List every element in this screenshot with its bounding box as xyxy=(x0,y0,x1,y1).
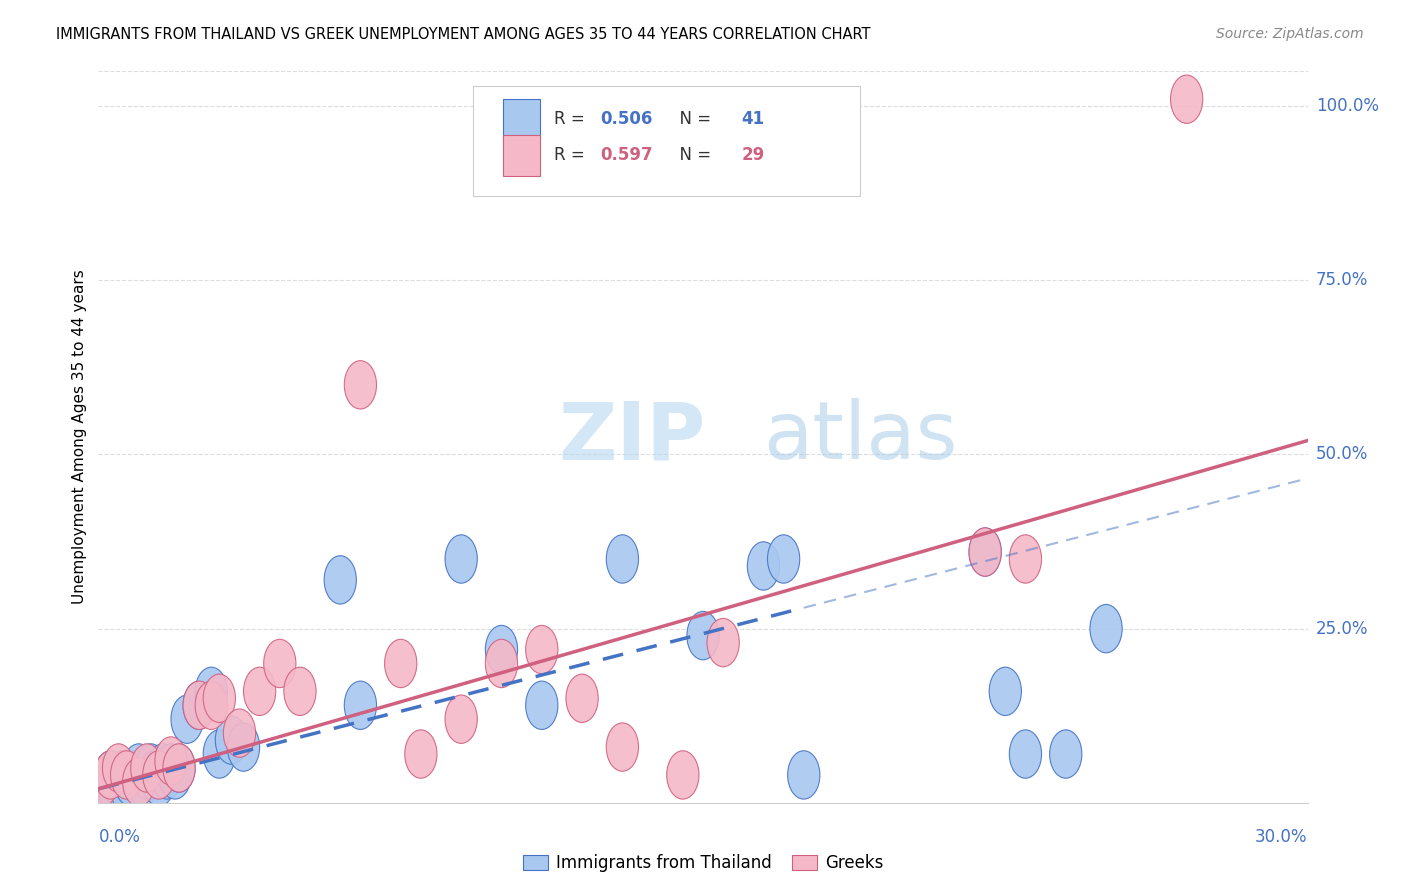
Ellipse shape xyxy=(284,667,316,715)
Ellipse shape xyxy=(1090,605,1122,653)
Text: R =: R = xyxy=(554,110,591,128)
Ellipse shape xyxy=(969,528,1001,576)
Ellipse shape xyxy=(446,535,477,583)
Ellipse shape xyxy=(172,695,204,743)
Ellipse shape xyxy=(122,757,155,806)
Ellipse shape xyxy=(143,751,174,799)
Ellipse shape xyxy=(94,751,127,799)
Text: 30.0%: 30.0% xyxy=(1256,828,1308,846)
Ellipse shape xyxy=(98,764,131,813)
Text: 29: 29 xyxy=(742,146,765,164)
Legend: Immigrants from Thailand, Greeks: Immigrants from Thailand, Greeks xyxy=(516,847,890,879)
Ellipse shape xyxy=(385,640,416,688)
Text: 100.0%: 100.0% xyxy=(1316,97,1379,115)
Text: 0.506: 0.506 xyxy=(600,110,652,128)
Ellipse shape xyxy=(86,757,118,806)
Ellipse shape xyxy=(707,618,740,666)
Ellipse shape xyxy=(1010,535,1042,583)
Ellipse shape xyxy=(131,744,163,792)
FancyBboxPatch shape xyxy=(474,86,860,195)
Text: N =: N = xyxy=(669,110,717,128)
Ellipse shape xyxy=(204,730,235,778)
Ellipse shape xyxy=(228,723,260,772)
Text: 50.0%: 50.0% xyxy=(1316,445,1368,464)
Ellipse shape xyxy=(787,751,820,799)
Ellipse shape xyxy=(344,360,377,409)
Ellipse shape xyxy=(768,535,800,583)
Y-axis label: Unemployment Among Ages 35 to 44 years: Unemployment Among Ages 35 to 44 years xyxy=(72,269,87,605)
Ellipse shape xyxy=(90,757,122,806)
Ellipse shape xyxy=(526,681,558,730)
Ellipse shape xyxy=(195,667,228,715)
Ellipse shape xyxy=(224,709,256,757)
Ellipse shape xyxy=(526,625,558,673)
Ellipse shape xyxy=(155,737,187,785)
Ellipse shape xyxy=(135,744,167,792)
Ellipse shape xyxy=(183,681,215,730)
Ellipse shape xyxy=(127,757,159,806)
Ellipse shape xyxy=(163,744,195,792)
Ellipse shape xyxy=(143,757,174,806)
Ellipse shape xyxy=(567,674,598,723)
Text: 75.0%: 75.0% xyxy=(1316,271,1368,289)
Ellipse shape xyxy=(155,744,187,792)
Text: atlas: atlas xyxy=(763,398,957,476)
Ellipse shape xyxy=(131,751,163,799)
Ellipse shape xyxy=(485,625,517,673)
Ellipse shape xyxy=(215,716,247,764)
Ellipse shape xyxy=(243,667,276,715)
Ellipse shape xyxy=(1050,730,1081,778)
Ellipse shape xyxy=(183,681,215,730)
Ellipse shape xyxy=(405,730,437,778)
Ellipse shape xyxy=(264,640,295,688)
Ellipse shape xyxy=(1171,75,1202,123)
Ellipse shape xyxy=(325,556,356,604)
Ellipse shape xyxy=(159,751,191,799)
Text: 0.0%: 0.0% xyxy=(98,828,141,846)
Text: 25.0%: 25.0% xyxy=(1316,620,1368,638)
Ellipse shape xyxy=(990,667,1021,715)
FancyBboxPatch shape xyxy=(503,99,540,139)
Ellipse shape xyxy=(344,681,377,730)
Ellipse shape xyxy=(195,681,228,730)
Ellipse shape xyxy=(103,744,135,792)
Ellipse shape xyxy=(86,764,118,813)
Text: ZIP: ZIP xyxy=(558,398,706,476)
Ellipse shape xyxy=(666,751,699,799)
Ellipse shape xyxy=(118,751,150,799)
Ellipse shape xyxy=(111,751,143,799)
Text: R =: R = xyxy=(554,146,591,164)
Ellipse shape xyxy=(103,757,135,806)
Ellipse shape xyxy=(446,695,477,743)
Text: IMMIGRANTS FROM THAILAND VS GREEK UNEMPLOYMENT AMONG AGES 35 TO 44 YEARS CORRELA: IMMIGRANTS FROM THAILAND VS GREEK UNEMPL… xyxy=(56,27,870,42)
Text: Source: ZipAtlas.com: Source: ZipAtlas.com xyxy=(1216,27,1364,41)
Ellipse shape xyxy=(606,535,638,583)
Ellipse shape xyxy=(94,751,127,799)
Ellipse shape xyxy=(107,751,139,799)
Ellipse shape xyxy=(748,541,779,591)
Ellipse shape xyxy=(111,764,143,813)
Text: N =: N = xyxy=(669,146,717,164)
Ellipse shape xyxy=(139,751,172,799)
Ellipse shape xyxy=(485,640,517,688)
Ellipse shape xyxy=(606,723,638,772)
Ellipse shape xyxy=(146,744,179,792)
Ellipse shape xyxy=(150,751,183,799)
Text: 0.597: 0.597 xyxy=(600,146,652,164)
FancyBboxPatch shape xyxy=(503,136,540,176)
Ellipse shape xyxy=(114,757,146,806)
Text: 41: 41 xyxy=(742,110,765,128)
Ellipse shape xyxy=(163,744,195,792)
Ellipse shape xyxy=(1010,730,1042,778)
Ellipse shape xyxy=(204,674,235,723)
Ellipse shape xyxy=(688,611,718,660)
Ellipse shape xyxy=(122,744,155,792)
Ellipse shape xyxy=(969,528,1001,576)
